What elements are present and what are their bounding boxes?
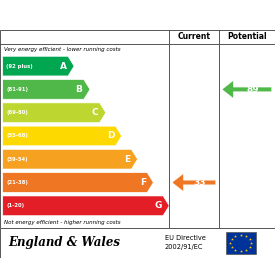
Text: B: B — [76, 85, 82, 94]
Text: A: A — [60, 62, 67, 71]
Text: Current: Current — [177, 32, 210, 41]
Text: (21-38): (21-38) — [6, 180, 28, 185]
Text: Not energy efficient - higher running costs: Not energy efficient - higher running co… — [4, 220, 121, 225]
Text: C: C — [92, 108, 98, 117]
Text: England & Wales: England & Wales — [8, 236, 120, 249]
Text: (69-80): (69-80) — [6, 110, 28, 115]
Polygon shape — [3, 149, 138, 169]
Text: EU Directive
2002/91/EC: EU Directive 2002/91/EC — [165, 235, 206, 250]
Text: (39-54): (39-54) — [6, 157, 28, 162]
Text: 33: 33 — [193, 178, 206, 187]
Text: G: G — [154, 201, 162, 210]
Text: 89: 89 — [246, 85, 259, 94]
Text: E: E — [124, 155, 130, 164]
Polygon shape — [3, 196, 169, 215]
Text: Potential: Potential — [227, 32, 267, 41]
Polygon shape — [3, 173, 153, 192]
Text: D: D — [107, 132, 114, 140]
Polygon shape — [3, 56, 74, 76]
Text: (55-68): (55-68) — [6, 133, 28, 139]
Bar — [226, 232, 256, 254]
Text: Very energy efficient - lower running costs: Very energy efficient - lower running co… — [4, 46, 121, 52]
Polygon shape — [3, 126, 122, 146]
Polygon shape — [3, 80, 90, 99]
Polygon shape — [3, 103, 106, 123]
Text: (92 plus): (92 plus) — [6, 64, 33, 69]
Polygon shape — [222, 80, 272, 98]
Polygon shape — [172, 174, 216, 191]
Text: Energy Efficiency Rating: Energy Efficiency Rating — [46, 8, 229, 21]
Text: (1-20): (1-20) — [6, 203, 24, 208]
Text: F: F — [140, 178, 146, 187]
Text: (81-91): (81-91) — [6, 87, 28, 92]
